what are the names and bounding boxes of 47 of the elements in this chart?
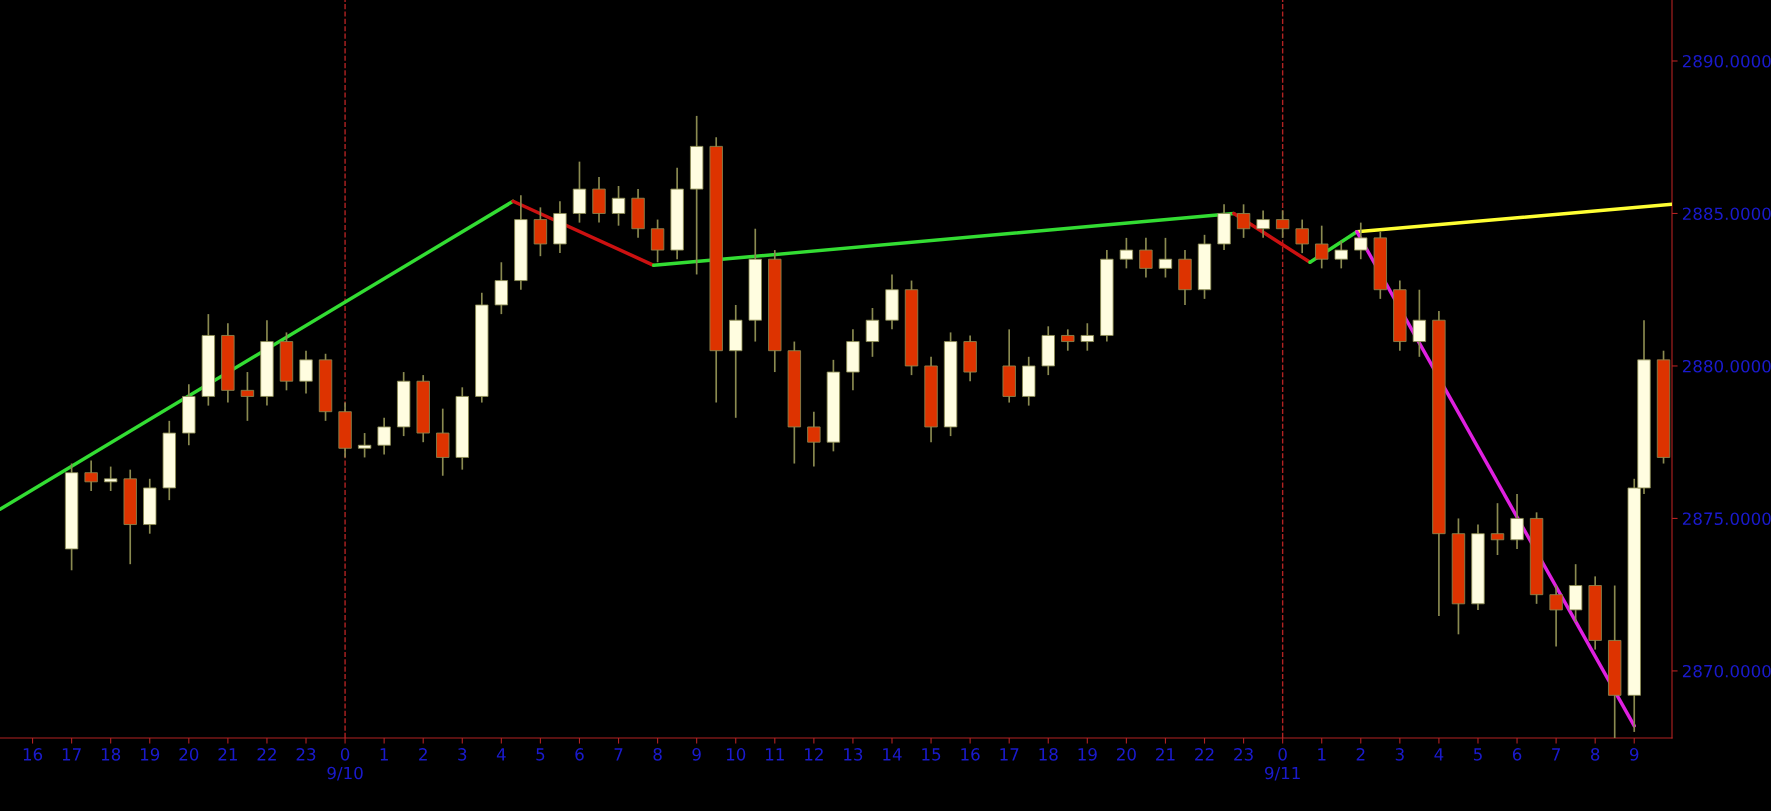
y-tick-label: 2885.0000	[1682, 207, 1771, 221]
x-tick-label: 0 9/10	[327, 748, 363, 781]
x-tick-label: 23	[1234, 748, 1253, 761]
x-tick-label: 9	[1629, 748, 1639, 761]
x-tick-label: 8	[653, 748, 662, 761]
x-tick-label: 20	[179, 748, 199, 761]
x-tick-label: 3	[1395, 748, 1404, 761]
x-tick-label: 20	[1117, 748, 1136, 761]
x-tick-label: 15	[922, 748, 941, 761]
x-tick-label: 6	[575, 748, 584, 761]
x-tick-label: 6	[1512, 748, 1522, 761]
x-tick-label: 2	[419, 748, 427, 761]
x-tick-label: 4	[1434, 748, 1444, 761]
x-tick-label: 7	[614, 748, 623, 761]
x-tick-label: 2	[1356, 748, 1365, 761]
x-tick-label: 7	[1552, 748, 1560, 761]
y-tick-label: 2890.0000	[1682, 54, 1771, 68]
x-tick-label: 5	[1473, 748, 1482, 761]
x-tick-label: 1	[380, 748, 388, 761]
x-tick-label: 1	[1318, 748, 1326, 761]
x-tick-label: 3	[458, 748, 467, 761]
x-tick-label: 21	[218, 748, 237, 761]
x-tick-label: 9	[692, 748, 701, 761]
x-tick-label: 5	[536, 748, 545, 761]
x-tick-label: 18	[101, 748, 121, 761]
x-tick-label: 14	[883, 748, 902, 761]
x-tick-label: 17	[1000, 748, 1019, 761]
x-tick-label: 19	[140, 748, 160, 761]
x-tick-label: 23	[296, 748, 316, 761]
x-tick-label: 18	[1039, 748, 1058, 761]
y-tick-label: 2870.0000	[1682, 664, 1771, 678]
x-tick-label: 16	[961, 748, 980, 761]
x-tick-label: 10	[726, 748, 746, 761]
x-tick-label: 8	[1591, 748, 1600, 761]
x-tick-label: 21	[1156, 748, 1175, 761]
x-tick-label: 19	[1078, 748, 1097, 761]
x-tick-label: 22	[1195, 748, 1214, 761]
x-tick-label: 11	[766, 748, 784, 761]
y-tick-label: 2880.0000	[1682, 359, 1771, 373]
x-tick-label: 4	[496, 748, 506, 761]
x-tick-label: 13	[844, 748, 863, 761]
x-tick-label: 22	[257, 748, 276, 761]
x-tick-label: 12	[805, 748, 823, 761]
x-tick-label: 16	[23, 748, 43, 761]
x-tick-label: 17	[62, 748, 81, 761]
y-tick-label: 2875.0000	[1682, 512, 1771, 526]
x-tick-label: 0 9/11	[1264, 748, 1300, 781]
